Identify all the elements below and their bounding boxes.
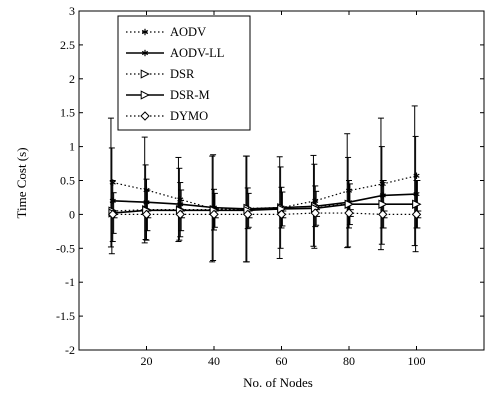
y-tick-label: 2 (69, 72, 75, 86)
x-tick-label: 60 (276, 354, 288, 368)
y-tick-label: 1 (69, 140, 75, 154)
legend-label: DSR (170, 67, 195, 81)
data-point-stroke-2 (413, 173, 420, 178)
data-point (209, 209, 219, 220)
legend-label: AODV (170, 25, 206, 39)
legend-marker (140, 69, 150, 79)
y-tick-label: -2 (65, 343, 75, 357)
x-tick-label: 40 (208, 354, 220, 368)
legend-marker-stroke-2 (141, 29, 149, 35)
legend-marker (140, 111, 150, 121)
y-tick-label: 1.5 (60, 106, 75, 120)
y-tick-label: -0.5 (56, 241, 75, 255)
y-tick-label: -1 (65, 275, 75, 289)
series-line (112, 193, 417, 210)
data-point (141, 209, 152, 220)
data-point (413, 172, 420, 179)
series-line (112, 175, 417, 210)
legend-item-1: AODV-LL (126, 46, 224, 60)
legend-label: DSR-M (170, 88, 210, 102)
series-line (112, 203, 417, 214)
legend-marker-stroke-2 (141, 50, 149, 56)
y-tick-label: 2.5 (60, 38, 75, 52)
x-axis-label: No. of Nodes (243, 375, 313, 390)
x-tick-label: 20 (141, 354, 153, 368)
x-tick-label: 100 (408, 354, 426, 368)
legend-item-0: AODV (126, 25, 206, 39)
x-tick-label: 80 (343, 354, 355, 368)
data-point (276, 209, 287, 220)
y-axis: -2 -1.5 -1 -0.5 0 0.5 1 1.5 2 2.5 3 (56, 4, 484, 357)
x-axis: 20 40 60 80 100 (141, 11, 426, 368)
data-point (108, 209, 118, 220)
legend-item-3: DSR-M (126, 88, 210, 102)
y-axis-label: Time Cost (s) (14, 147, 29, 218)
y-tick-label: 3 (69, 4, 75, 18)
legend-item-4: DYMO (126, 109, 208, 123)
data-point (344, 208, 354, 218)
legend-marker (141, 49, 149, 57)
legend-marker (140, 90, 150, 100)
data-point (243, 209, 253, 220)
legend-label: DYMO (170, 109, 208, 123)
data-point (411, 209, 422, 220)
legend-item-2: DSR (126, 67, 195, 81)
data-point (378, 209, 388, 220)
legend-marker (141, 28, 149, 36)
data-point (344, 199, 354, 209)
y-tick-label: 0.5 (60, 174, 75, 188)
series-layer (107, 105, 422, 263)
y-tick-label: 0 (69, 207, 75, 221)
legend: AODV AODV-LL DSR DSR-M DYMO (117, 15, 251, 131)
data-point (412, 199, 422, 209)
legend-label: AODV-LL (170, 46, 224, 60)
data-point (310, 208, 320, 218)
series-line (112, 212, 417, 215)
data-point (378, 199, 388, 209)
legend-box (117, 15, 251, 131)
data-point (175, 209, 185, 220)
series-4 (108, 208, 422, 220)
y-tick-label: -1.5 (56, 309, 75, 323)
